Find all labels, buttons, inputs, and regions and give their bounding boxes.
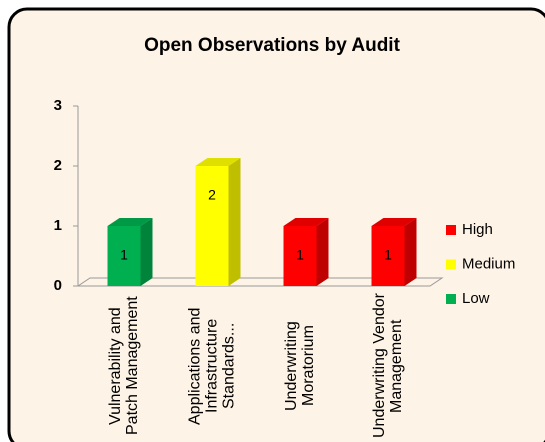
data-label: 1 (296, 247, 304, 263)
legend-label: Low (462, 290, 490, 307)
bar-top-shade (371, 218, 417, 226)
bar-side-shade (316, 218, 329, 286)
bar (283, 226, 317, 286)
bar (195, 166, 229, 286)
y-tick-label: 1 (54, 217, 62, 234)
bar-top (371, 218, 417, 226)
legend-swatch (446, 225, 456, 235)
legend-swatch (446, 294, 456, 304)
bar-top-shade (283, 218, 329, 226)
bar-side-shade (228, 158, 241, 286)
y-tick-label: 2 (54, 157, 62, 174)
x-tick-label: Vulnerability and Patch Management (107, 296, 141, 436)
chart-title: Open Observations by Audit (144, 35, 401, 56)
data-label: 1 (120, 247, 128, 263)
bar-top-shade (107, 218, 153, 226)
x-tick-label: Underwriting Vendor Management (371, 293, 405, 439)
bar-side (228, 158, 241, 286)
x-tick-label: Applications and Infrastructure Standard… (186, 307, 238, 425)
chart-frame (7, 7, 545, 442)
legend-label: High (462, 221, 493, 238)
bar-side-shade (140, 218, 153, 286)
legend-swatch (446, 259, 456, 270)
bar (107, 226, 141, 286)
bar-side (140, 218, 153, 286)
bar-side (404, 218, 417, 286)
bar-side-shade (404, 218, 417, 286)
bar-top (107, 218, 153, 226)
data-label: 1 (384, 247, 392, 263)
data-label: 2 (208, 187, 216, 203)
bar-top (283, 218, 329, 226)
x-tick-label: Underwriting Moratorium (283, 321, 317, 411)
bar-top-shade (195, 158, 241, 166)
bar (371, 226, 405, 286)
y-tick-label: 3 (54, 97, 62, 114)
bar-side (316, 218, 329, 286)
bar-top (195, 158, 241, 166)
y-tick-label: 0 (54, 277, 62, 294)
legend-label: Medium (462, 255, 515, 272)
